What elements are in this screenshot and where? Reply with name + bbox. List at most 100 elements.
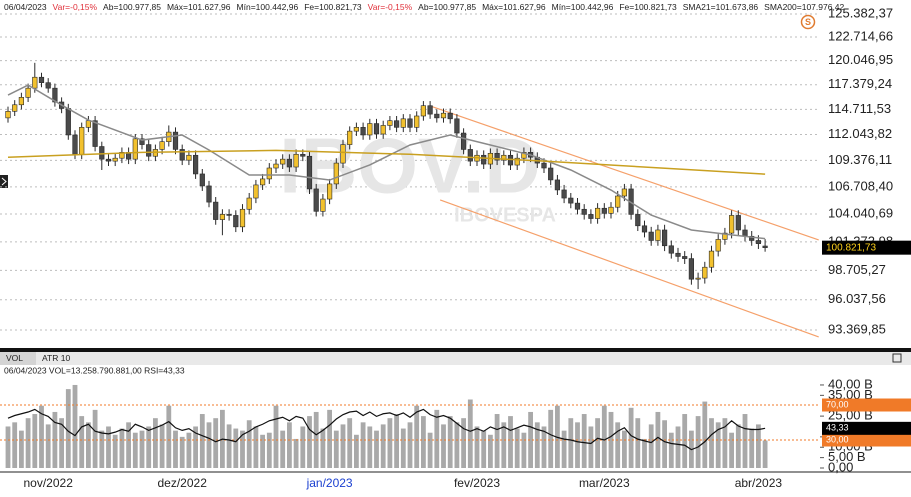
header-item: Fe=100.821,73 (304, 2, 362, 12)
rsi-last-box (822, 421, 911, 435)
volume-bar (374, 430, 379, 468)
volume-bar (668, 432, 674, 468)
header-item: Var=-0,15% (368, 2, 413, 12)
volume-bar (12, 422, 18, 468)
volume-bar (514, 428, 520, 468)
volume-bar (702, 401, 708, 468)
candle-body (454, 118, 460, 134)
volume-bar (715, 422, 721, 468)
volume-bar (581, 414, 587, 468)
candle-body (186, 154, 192, 161)
candle-body (521, 152, 527, 159)
tab-label: VOL (6, 353, 23, 363)
side-toggle[interactable] (0, 175, 8, 188)
volume-bar (628, 407, 634, 468)
candle-body (360, 127, 366, 136)
volume-bar (421, 416, 426, 468)
volume-bar (293, 438, 299, 468)
volume-bar (307, 416, 312, 468)
volume-bar (561, 430, 567, 468)
candle-body (708, 250, 715, 268)
candle-body (735, 215, 741, 231)
volume-bar (106, 426, 111, 468)
volume-bar (287, 422, 292, 468)
icon-label: S (805, 17, 811, 27)
tab[interactable] (0, 352, 36, 365)
volume-bar (414, 405, 420, 468)
candle-body (548, 167, 554, 181)
candle-body (65, 108, 71, 136)
volume-bar (72, 384, 78, 468)
volume-bar (186, 432, 192, 468)
x-tick-label: fev/2023 (454, 476, 500, 490)
volume-bar (622, 430, 627, 468)
candle-body (608, 206, 614, 214)
volume-bar (762, 440, 768, 468)
header-item: SMA21=101.673,86 (683, 2, 759, 12)
candle-body (146, 144, 152, 157)
y-tick-label: 0,00 (828, 459, 853, 474)
volume-bar (461, 418, 466, 468)
trendline (439, 199, 819, 338)
candle-body (675, 252, 681, 257)
volume-bar (427, 432, 433, 468)
volume-bar (139, 430, 145, 468)
candle-body (79, 127, 85, 155)
candle-body (300, 153, 306, 157)
candle-body (233, 215, 239, 228)
volume-bar (508, 416, 513, 468)
candle-body (320, 198, 326, 212)
candle-body (561, 189, 567, 199)
volume-bar (179, 436, 185, 468)
volume-bar (575, 422, 580, 468)
candle-body (668, 245, 674, 254)
side-toggle-arrow (1, 177, 7, 186)
candle-body (554, 179, 560, 191)
candle-body (460, 132, 467, 150)
volume-bar (333, 430, 339, 468)
candle-body (467, 149, 473, 162)
candle-body (199, 173, 205, 187)
candle-body (494, 153, 500, 161)
candle-body (313, 188, 319, 212)
candle-body (407, 118, 413, 128)
candle-body (85, 120, 91, 128)
candle-body (427, 105, 433, 115)
candle-body (92, 120, 98, 147)
y-tick-label: 96.037,56 (828, 291, 886, 306)
volume-bar (260, 434, 265, 468)
y-tick-label: 106.708,40 (828, 178, 893, 193)
volume-bar (173, 430, 178, 468)
candle-body (213, 201, 219, 220)
candle-body (280, 158, 286, 165)
panel-separator (0, 348, 911, 352)
candle-body (393, 120, 400, 128)
candle-body (695, 277, 701, 280)
panel-button[interactable] (892, 353, 902, 363)
y-tick-label: 98.705,27 (828, 262, 886, 277)
candle-body (387, 120, 393, 126)
panel-tab-bar (0, 352, 911, 365)
candle-body (340, 144, 346, 164)
volume-bar (709, 418, 714, 468)
volume-bar (367, 426, 373, 468)
y-tick-label: 114.711,53 (828, 101, 891, 116)
candle-body (179, 149, 185, 161)
volume-bar (327, 409, 332, 468)
volume-bar (474, 426, 480, 468)
rsi-line (7, 408, 766, 451)
volume-bar (79, 416, 85, 468)
volume-bar (347, 418, 353, 468)
candle-body (12, 104, 18, 112)
candle-body (641, 225, 648, 233)
volume-bar (59, 418, 64, 468)
volume-bar (226, 424, 232, 468)
volume-bar (481, 430, 487, 468)
x-tick-label: dez/2022 (158, 476, 208, 490)
x-tick-label: nov/2022 (24, 476, 74, 490)
header-item: Ab=100.977,85 (103, 2, 161, 12)
y-tick-label: 5,00 B (828, 449, 866, 464)
candle-body (253, 184, 259, 199)
header-item: Ab=100.977,85 (418, 2, 476, 12)
